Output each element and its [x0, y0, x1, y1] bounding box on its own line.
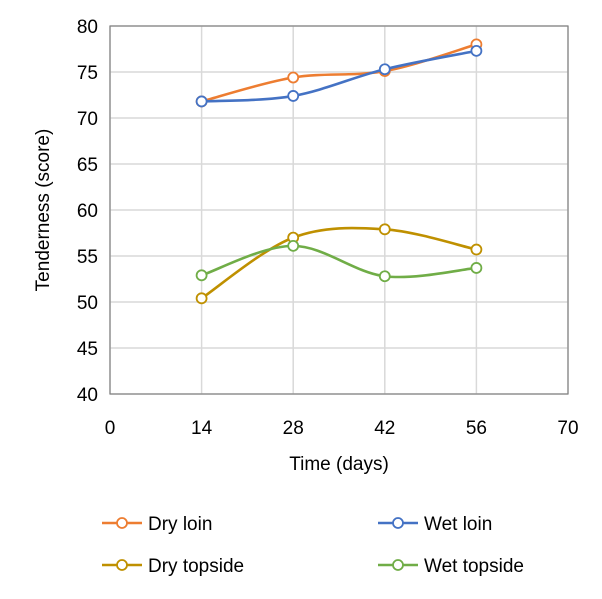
data-point-wet-topside-56 — [470, 262, 483, 274]
legend-item-dry-loin: Dry loin — [102, 514, 212, 535]
series-wet-topside — [195, 239, 483, 283]
x-axis-title: Time (days) — [289, 454, 389, 475]
y-tick-label-80: 80 — [77, 17, 98, 38]
legend-item-wet-topside: Wet topside — [378, 556, 524, 577]
gridlines — [109, 25, 569, 395]
data-point-dry-topside-56 — [470, 243, 483, 256]
legend: Dry loin Wet loin Dry topside Wet topside — [102, 514, 524, 577]
data-point-dry-loin-28 — [287, 71, 300, 84]
data-point-wet-topside-42 — [378, 270, 391, 283]
x-tick-label-42: 42 — [374, 418, 395, 439]
legend-label-dry-topside: Dry topside — [148, 556, 244, 577]
series-dry-loin — [195, 38, 483, 108]
legend-label-wet-loin: Wet loin — [424, 514, 492, 535]
y-tick-label-60: 60 — [77, 201, 98, 222]
legend-item-wet-loin: Wet loin — [378, 514, 492, 535]
series-wet-loin — [195, 44, 483, 108]
legend-swatch-marker-dry-loin — [116, 517, 128, 529]
plot-area-border — [109, 25, 569, 395]
y-tick-label-70: 70 — [77, 109, 98, 130]
legend-swatch-marker-wet-loin — [392, 517, 404, 529]
y-tick-label-50: 50 — [77, 293, 98, 314]
data-point-dry-topside-42 — [378, 223, 391, 236]
data-point-wet-topside-14 — [195, 269, 208, 282]
x-tick-label-70: 70 — [557, 418, 578, 439]
series-line-wet-loin — [200, 49, 478, 103]
y-tick-label-55: 55 — [77, 247, 98, 268]
data-point-wet-loin-42 — [378, 63, 391, 76]
y-tick-label-40: 40 — [77, 385, 98, 406]
series-lines — [195, 38, 483, 305]
y-tick-label-45: 45 — [77, 339, 98, 360]
series-line-wet-topside — [200, 244, 478, 279]
data-point-wet-topside-28 — [287, 239, 300, 252]
x-tick-label-0: 0 — [105, 418, 116, 439]
data-point-wet-loin-56 — [470, 44, 483, 57]
series-line-dry-topside — [200, 226, 478, 300]
x-tick-label-28: 28 — [283, 418, 304, 439]
legend-label-wet-topside: Wet topside — [424, 556, 524, 577]
legend-swatch-marker-dry-topside — [116, 559, 128, 571]
series-line-dry-loin — [200, 43, 478, 103]
y-tick-label-75: 75 — [77, 63, 98, 84]
y-axis-title: Tenderness (score) — [33, 129, 54, 292]
tick-labels: 40 45 50 55 60 65 70 75 80 0 14 28 42 56 70 — [77, 17, 579, 439]
x-tick-label-56: 56 — [466, 418, 487, 439]
legend-swatch-marker-wet-topside — [392, 559, 404, 571]
y-tick-label-65: 65 — [77, 155, 98, 176]
x-tick-label-14: 14 — [191, 418, 213, 439]
data-point-wet-loin-28 — [287, 90, 300, 102]
series-dry-topside — [195, 223, 483, 305]
legend-label-dry-loin: Dry loin — [148, 514, 212, 535]
data-point-dry-topside-14 — [195, 292, 208, 305]
data-point-wet-loin-14 — [195, 95, 208, 108]
legend-item-dry-topside: Dry topside — [102, 556, 244, 577]
